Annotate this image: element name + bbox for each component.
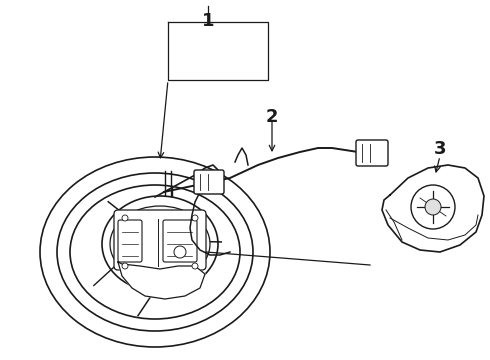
Circle shape [425, 199, 441, 215]
Polygon shape [118, 262, 205, 299]
Circle shape [411, 185, 455, 229]
FancyBboxPatch shape [356, 140, 388, 166]
Text: 2: 2 [266, 108, 278, 126]
Ellipse shape [70, 185, 240, 319]
Circle shape [122, 215, 128, 221]
Text: 3: 3 [434, 140, 446, 158]
Circle shape [192, 215, 198, 221]
FancyBboxPatch shape [118, 220, 142, 262]
FancyBboxPatch shape [194, 170, 224, 194]
Circle shape [174, 246, 186, 258]
Ellipse shape [57, 173, 253, 331]
Ellipse shape [40, 157, 270, 347]
FancyBboxPatch shape [163, 220, 197, 262]
Polygon shape [382, 165, 484, 252]
Circle shape [122, 263, 128, 269]
Circle shape [192, 263, 198, 269]
Text: 1: 1 [202, 12, 214, 30]
Ellipse shape [110, 206, 210, 282]
FancyBboxPatch shape [114, 210, 206, 270]
Ellipse shape [102, 196, 218, 292]
